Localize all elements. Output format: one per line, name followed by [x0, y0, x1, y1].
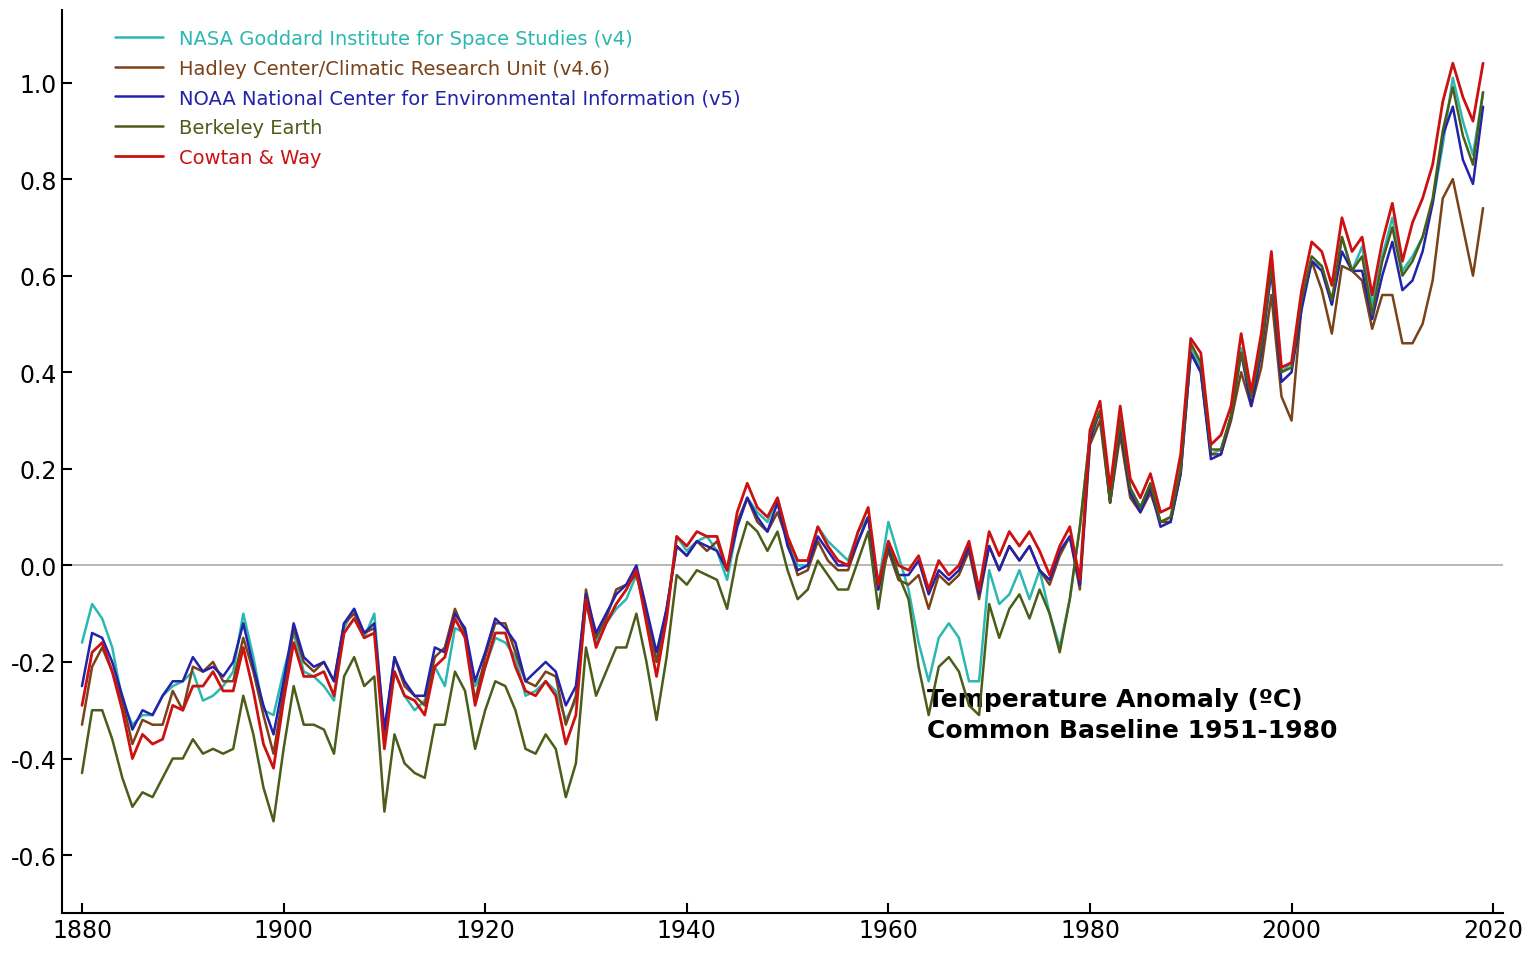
- Berkeley Earth: [214, 748, 232, 760]
- Cowtan & Way: [123, 753, 141, 764]
- Berkeley Earth: [123, 801, 141, 813]
- Berkeley Earth: [779, 565, 797, 577]
- Hadley Center/Climatic Research Unit (v4.6): [123, 739, 141, 750]
- Line: NASA Goddard Institute for Space Studies (v4): NASA Goddard Institute for Space Studies…: [81, 79, 1484, 740]
- Berkeley Earth: [154, 772, 172, 783]
- Cowtan & Way: [72, 700, 91, 711]
- Cowtan & Way: [1444, 58, 1462, 70]
- Hadley Center/Climatic Research Unit (v4.6): [1475, 203, 1493, 214]
- Berkeley Earth: [264, 816, 283, 827]
- NASA Goddard Institute for Space Studies (v4): [668, 531, 687, 542]
- Text: Temperature Anomaly (ºC)
Common Baseline 1951-1980: Temperature Anomaly (ºC) Common Baseline…: [926, 687, 1338, 742]
- NASA Goddard Institute for Space Studies (v4): [154, 690, 172, 701]
- NOAA National Center for Environmental Information (v5): [264, 729, 283, 740]
- NASA Goddard Institute for Space Studies (v4): [375, 734, 393, 745]
- Berkeley Earth: [1475, 88, 1493, 99]
- NASA Goddard Institute for Space Studies (v4): [214, 680, 232, 692]
- Legend: NASA Goddard Institute for Space Studies (v4), Hadley Center/Climatic Research U: NASA Goddard Institute for Space Studies…: [115, 30, 740, 168]
- NOAA National Center for Environmental Information (v5): [779, 540, 797, 552]
- Berkeley Earth: [668, 570, 687, 581]
- NASA Goddard Institute for Space Studies (v4): [324, 695, 343, 706]
- NOAA National Center for Environmental Information (v5): [1475, 102, 1493, 113]
- Hadley Center/Climatic Research Unit (v4.6): [154, 720, 172, 731]
- Berkeley Earth: [1444, 83, 1462, 94]
- Cowtan & Way: [668, 531, 687, 542]
- Berkeley Earth: [72, 767, 91, 779]
- NASA Goddard Institute for Space Studies (v4): [1444, 73, 1462, 85]
- NOAA National Center for Environmental Information (v5): [154, 690, 172, 701]
- Cowtan & Way: [779, 531, 797, 542]
- NASA Goddard Institute for Space Studies (v4): [72, 638, 91, 649]
- NOAA National Center for Environmental Information (v5): [335, 618, 353, 629]
- Hadley Center/Climatic Research Unit (v4.6): [72, 720, 91, 731]
- Cowtan & Way: [214, 685, 232, 697]
- NOAA National Center for Environmental Information (v5): [1444, 102, 1462, 113]
- Hadley Center/Climatic Research Unit (v4.6): [668, 540, 687, 552]
- Cowtan & Way: [335, 628, 353, 639]
- NOAA National Center for Environmental Information (v5): [123, 724, 141, 736]
- Cowtan & Way: [1475, 58, 1493, 70]
- NASA Goddard Institute for Space Studies (v4): [779, 531, 797, 542]
- Hadley Center/Climatic Research Unit (v4.6): [779, 536, 797, 547]
- NASA Goddard Institute for Space Studies (v4): [123, 720, 141, 731]
- Line: NOAA National Center for Environmental Information (v5): NOAA National Center for Environmental I…: [81, 108, 1484, 735]
- Hadley Center/Climatic Research Unit (v4.6): [264, 748, 283, 760]
- Berkeley Earth: [335, 671, 353, 682]
- Line: Cowtan & Way: Cowtan & Way: [81, 64, 1484, 768]
- Hadley Center/Climatic Research Unit (v4.6): [214, 676, 232, 687]
- NOAA National Center for Environmental Information (v5): [214, 671, 232, 682]
- Cowtan & Way: [264, 762, 283, 774]
- Line: Berkeley Earth: Berkeley Earth: [81, 89, 1484, 821]
- Cowtan & Way: [154, 734, 172, 745]
- NASA Goddard Institute for Space Studies (v4): [1475, 88, 1493, 99]
- NOAA National Center for Environmental Information (v5): [72, 680, 91, 692]
- Hadley Center/Climatic Research Unit (v4.6): [1444, 174, 1462, 186]
- NOAA National Center for Environmental Information (v5): [668, 540, 687, 552]
- Hadley Center/Climatic Research Unit (v4.6): [335, 618, 353, 629]
- Line: Hadley Center/Climatic Research Unit (v4.6): Hadley Center/Climatic Research Unit (v4…: [81, 180, 1484, 754]
